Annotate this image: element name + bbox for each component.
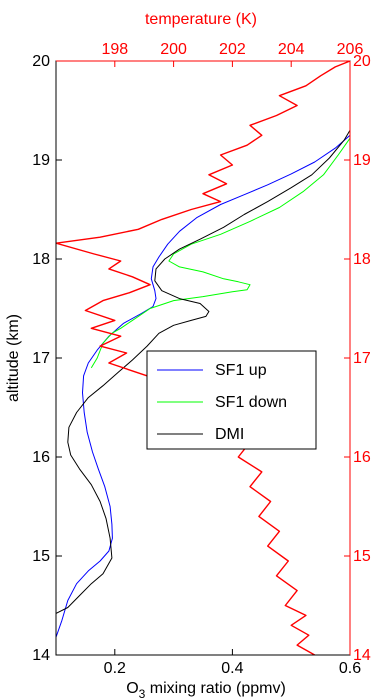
top-tick-label: 200	[160, 41, 187, 58]
left-axis-ticks: 14 15 16 17 18 19 20	[32, 53, 62, 664]
left-tick-label: 18	[32, 251, 50, 268]
bottom-tick-label: 0.2	[104, 660, 126, 677]
bottom-axis-ticks: 0.2 0.4 0.6	[104, 649, 361, 677]
right-tick-label: 19	[353, 152, 371, 169]
top-tick-label: 202	[219, 41, 246, 58]
right-axis-ticks: 14 15 16 17 18 19 20	[344, 53, 371, 664]
left-tick-label: 16	[32, 449, 50, 466]
bottom-tick-label: 0.6	[339, 660, 361, 677]
plot-area	[56, 61, 350, 655]
legend-entry-label: DMI	[215, 426, 244, 443]
series-layer	[56, 61, 350, 655]
left-tick-label: 20	[32, 53, 50, 70]
bottom-tick-label: 0.4	[221, 660, 243, 677]
right-tick-label: 20	[353, 53, 371, 70]
legend-box	[146, 350, 317, 450]
series-line-sf1-down	[90, 137, 350, 369]
left-axis-label: altitude (km)	[5, 314, 22, 402]
top-tick-label: 198	[101, 41, 128, 58]
right-tick-label: 16	[353, 449, 371, 466]
legend-entry-label: SF1 down	[215, 394, 287, 411]
top-axis-ticks: 198 200 202 204 206	[101, 41, 363, 67]
top-tick-label: 206	[337, 41, 364, 58]
legend-entry-label: SF1 up	[215, 362, 267, 379]
left-tick-label: 19	[32, 152, 50, 169]
series-line-dmi	[56, 130, 350, 614]
left-tick-label: 15	[32, 548, 50, 565]
left-tick-label: 17	[32, 350, 50, 367]
left-tick-label: 14	[32, 647, 50, 664]
bottom-axis-label: O3 mixing ratio (ppmv)	[126, 680, 286, 698]
right-tick-label: 17	[353, 350, 371, 367]
legend: SF1 up SF1 down DMI	[146, 350, 317, 450]
top-tick-label: 204	[278, 41, 305, 58]
right-tick-label: 14	[353, 647, 371, 664]
top-axis-label: temperature (K)	[145, 11, 257, 28]
top-axis-title: temperature (K)	[145, 11, 257, 28]
right-tick-label: 15	[353, 548, 371, 565]
series-line-temperature	[56, 61, 350, 655]
right-tick-label: 18	[353, 251, 371, 268]
